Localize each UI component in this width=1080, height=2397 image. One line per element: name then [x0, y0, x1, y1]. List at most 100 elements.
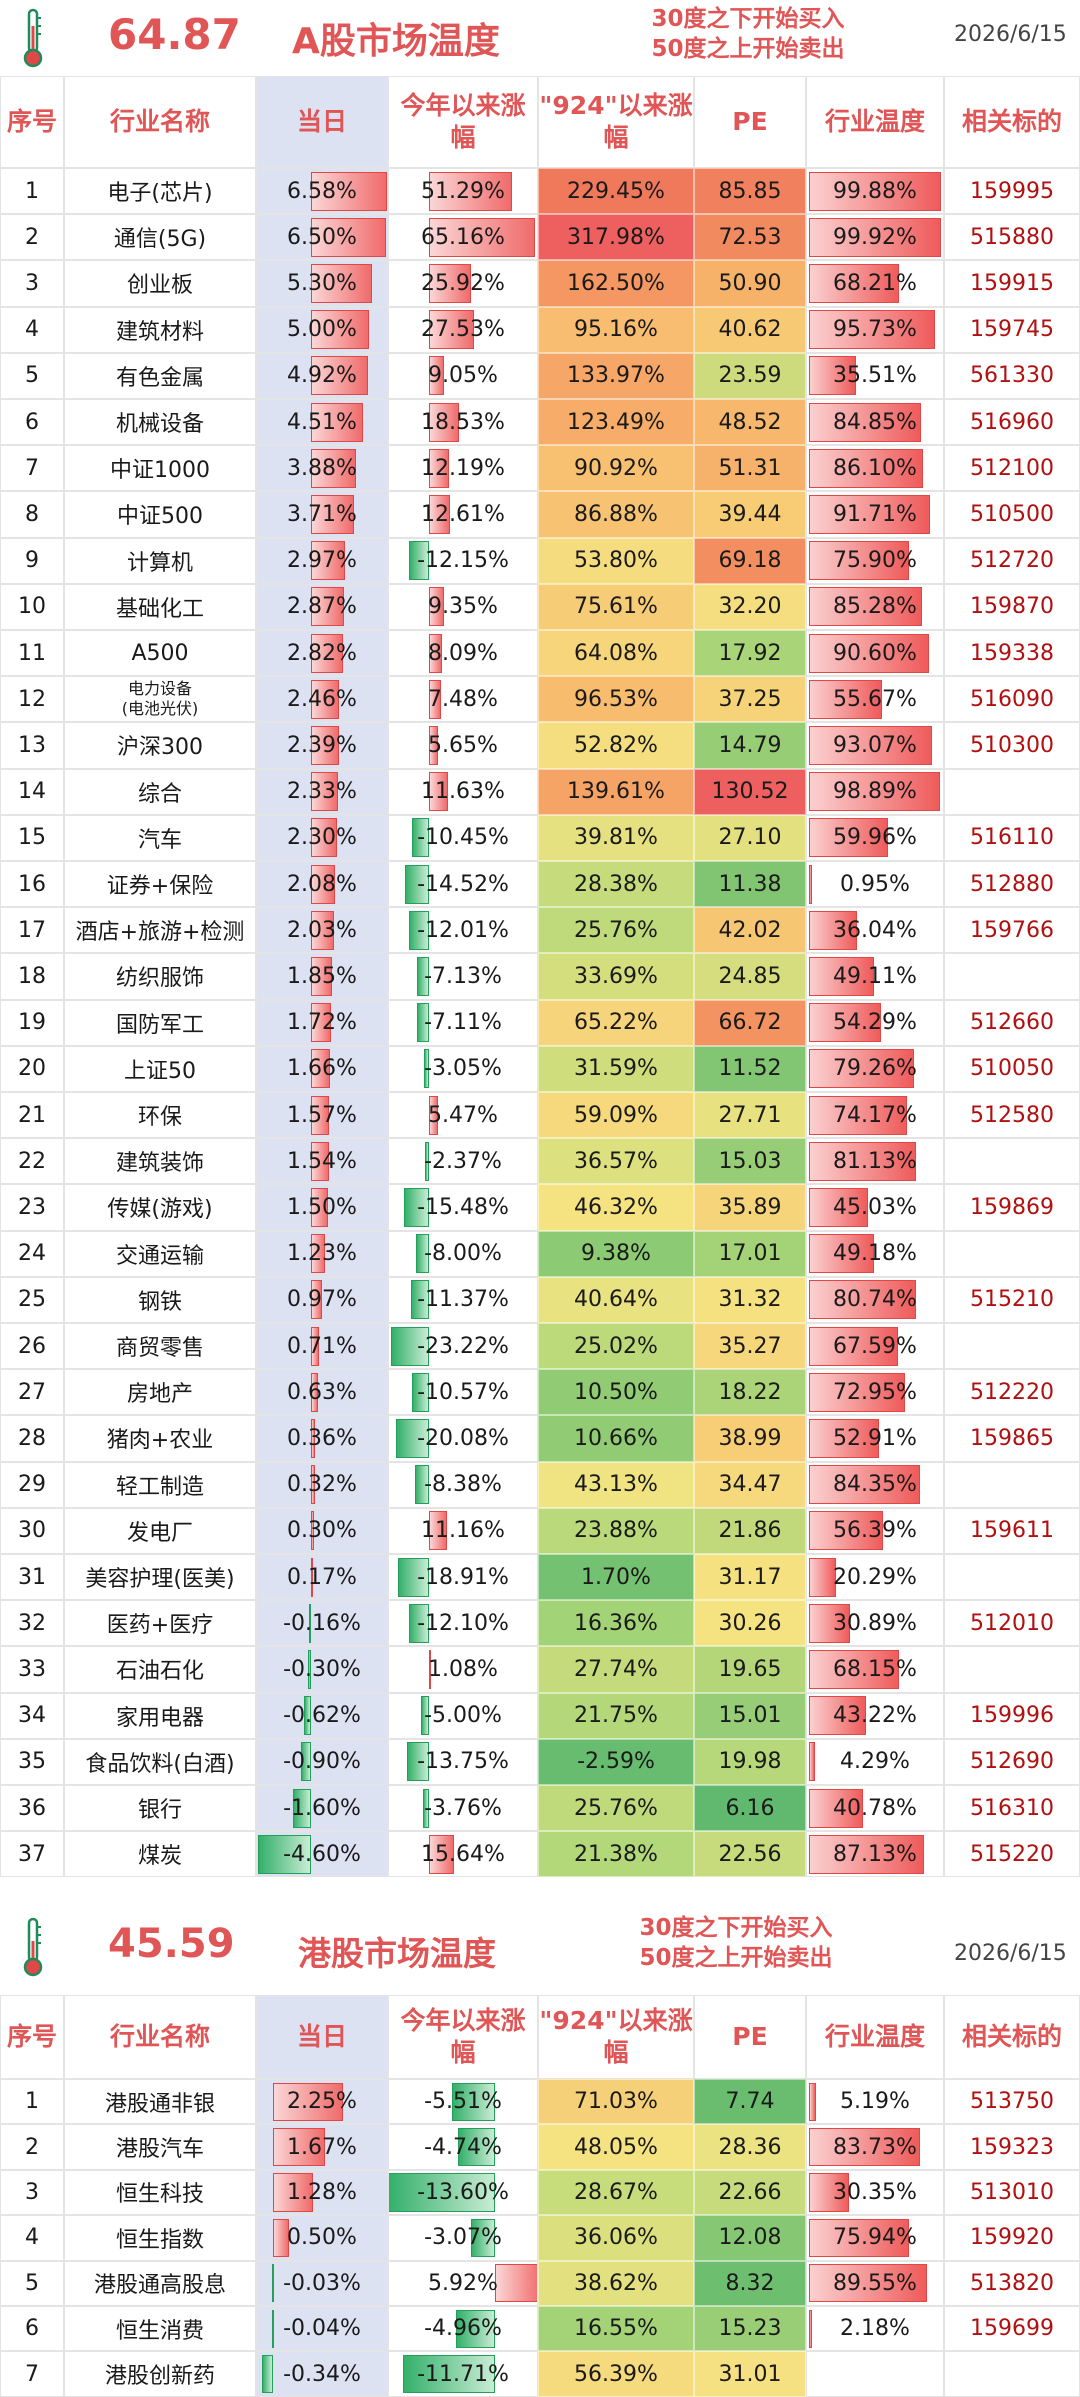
cell-today: 6.50%: [256, 214, 388, 261]
temp-value: 40.78%: [833, 1795, 917, 1821]
temp-value: 20.29%: [833, 1564, 917, 1590]
ytd-value: 5.65%: [428, 732, 498, 758]
industry-temperature-bar: [809, 495, 931, 534]
table-row: 12 电力设备 (电池光伏) 2.46% 7.48% 96.53% 37.25 55.67% 5…: [0, 676, 1080, 723]
today-change-bar: [311, 1419, 316, 1458]
today-value: 6.50%: [287, 224, 357, 250]
cell-temp: 90.60%: [806, 630, 944, 677]
no-value: 1: [25, 2089, 39, 2115]
cell-since924: 27.74%: [538, 1646, 694, 1693]
cell-pe: 37.25: [694, 676, 806, 723]
cell-pe: 11.38: [694, 861, 806, 908]
cell-code: 512010: [944, 1600, 1080, 1647]
since924-value: 33.69%: [574, 963, 658, 989]
cell-code: [944, 1554, 1080, 1601]
name-value: 电力设备 (电池光伏): [122, 679, 199, 719]
today-change-bar: [311, 1049, 331, 1089]
cell-today: -0.04%: [256, 2306, 388, 2352]
today-change-bar: [311, 818, 338, 858]
name-value: 综合: [137, 781, 182, 807]
industry-temperature-bar: [809, 2173, 850, 2212]
cell-no: 1: [0, 2079, 64, 2125]
industry-temperature-bar: [809, 1372, 906, 1412]
code-value: 561330: [970, 363, 1054, 389]
pe-value: 40.62: [718, 317, 782, 343]
temp-value: 99.88%: [833, 178, 917, 204]
cell-ytd: -20.08%: [388, 1415, 538, 1462]
thermometer-icon: [23, 8, 43, 68]
ytd-change-bar: [429, 217, 535, 257]
ytd-change-bar: [456, 2309, 495, 2348]
ytd-change-bar: [417, 957, 429, 996]
ytd-value: 18.53%: [421, 409, 505, 435]
cell-pe: 31.32: [694, 1276, 806, 1323]
cell-code: 512720: [944, 537, 1080, 584]
no-value: 16: [18, 871, 46, 897]
no-value: 32: [18, 1610, 46, 1636]
code-value: 159699: [970, 2316, 1054, 2342]
ytd-value: -14.52%: [417, 871, 509, 897]
industry-temperature-bar: [809, 1188, 869, 1227]
pe-value: 27.71: [718, 1102, 782, 1128]
ytd-value: -11.71%: [417, 2361, 509, 2387]
cell-since924: 25.76%: [538, 907, 694, 954]
cell-ytd: -3.05%: [388, 1045, 538, 1092]
since924-value: 28.67%: [574, 2179, 658, 2205]
ytd-change-bar: [411, 1372, 429, 1412]
cell-pe: 24.85: [694, 953, 806, 1000]
since924-value: 90.92%: [574, 455, 658, 481]
cell-today: 2.33%: [256, 768, 388, 815]
industry-temperature-bar: [809, 1742, 815, 1782]
ytd-change-bar: [409, 541, 429, 581]
name-value: 食品饮料(白酒): [85, 1751, 235, 1777]
today-change-bar: [311, 910, 335, 950]
ytd-value: 7.48%: [428, 686, 498, 712]
no-value: 12: [18, 686, 46, 712]
today-change-bar: [303, 1696, 311, 1736]
cell-temp: 87.13%: [806, 1831, 944, 1878]
code-value: 512880: [970, 871, 1054, 897]
cell-name: 通信(5G): [64, 214, 256, 261]
table-row: 22 建筑装饰 1.54% -2.37% 36.57% 15.03 81.13%: [0, 1138, 1080, 1185]
cell-pe: 22.56: [694, 1831, 806, 1878]
no-value: 20: [18, 1056, 46, 1082]
market-title: 港股市场温度: [298, 1934, 496, 1973]
cell-code: 516310: [944, 1785, 1080, 1832]
temp-value: 43.22%: [833, 1703, 917, 1729]
cell-no: 14: [0, 768, 64, 815]
name-value: 国防军工: [115, 1012, 204, 1038]
cell-temp: [806, 2351, 944, 2397]
ytd-change-bar: [457, 2127, 495, 2167]
cell-temp: 83.73%: [806, 2124, 944, 2170]
cell-since924: 56.39%: [538, 2351, 694, 2397]
header-since924: "924"以来涨幅: [538, 1995, 694, 2079]
cell-pe: 27.10: [694, 814, 806, 861]
pe-value: 39.44: [718, 501, 782, 527]
cell-ytd: 27.53%: [388, 306, 538, 353]
temp-value: 84.35%: [833, 1472, 917, 1498]
cell-temp: 99.88%: [806, 168, 944, 215]
today-value: 1.85%: [287, 963, 357, 989]
industry-temperature-bar: [809, 818, 889, 858]
name-value: 证券+保险: [106, 874, 214, 900]
table-row: 6 恒生消费 -0.04% -4.96% 16.55% 15.23 2.18% 159699: [0, 2306, 1080, 2352]
cell-ytd: 12.61%: [388, 491, 538, 538]
today-change-bar: [311, 633, 344, 673]
ytd-value: -12.15%: [417, 548, 509, 574]
ytd-change-bar: [470, 2218, 495, 2257]
no-value: 15: [18, 825, 46, 851]
pe-value: 69.18: [718, 548, 782, 574]
name-value: 沪深300: [117, 735, 203, 761]
cell-today: -0.34%: [256, 2351, 388, 2397]
no-value: 34: [18, 1703, 46, 1729]
cell-today: 1.50%: [256, 1184, 388, 1231]
table-row: 13 沪深300 2.39% 5.65% 52.82% 14.79 93.07% 510300: [0, 722, 1080, 769]
no-value: 5: [25, 2270, 39, 2296]
market-temperature-value: 64.87: [108, 10, 241, 59]
cell-temp: 36.04%: [806, 907, 944, 954]
cell-code: 159745: [944, 306, 1080, 353]
cell-today: -1.60%: [256, 1785, 388, 1832]
name-value: 石油石化: [115, 1659, 204, 1685]
ytd-change-bar: [391, 1326, 429, 1366]
cell-today: 1.57%: [256, 1092, 388, 1139]
